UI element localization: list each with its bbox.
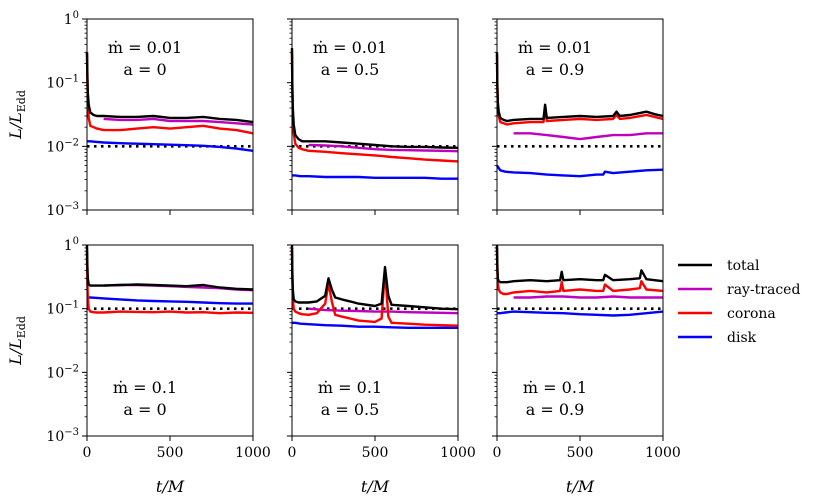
legend-label-raytraced: ray-traced xyxy=(727,282,800,298)
legend: total ray-traced corona disk xyxy=(678,258,800,346)
series-line-disk xyxy=(87,140,254,152)
y-tick-label: 10 xyxy=(64,236,79,254)
panel-p4: 10−3 10−2 10−1 10 0 500 1000 ṁ = 0.1 a = 0 t/M xyxy=(46,236,270,496)
panel-p3: ṁ = 0.01 a = 0.9 xyxy=(492,18,664,215)
x-axis-label: t/M xyxy=(156,477,185,496)
panel-p1: 10−3 10−2 10−1 10 ṁ = 0.01 a = 0 xyxy=(46,10,254,219)
panel-label-mdot: ṁ = 0.01 xyxy=(108,38,182,57)
series-line-corona xyxy=(290,247,459,327)
panel-label-spin: a = 0.9 xyxy=(526,400,585,419)
panel-label-mdot: ṁ = 0.1 xyxy=(318,378,382,397)
series-line-disk xyxy=(497,310,664,317)
series-line-corona xyxy=(495,247,664,296)
y-tick-label: 10 xyxy=(64,10,79,28)
panel-label-mdot: ṁ = 0.1 xyxy=(113,378,177,397)
legend-label-corona: corona xyxy=(727,306,776,322)
legend-label-total: total xyxy=(727,258,760,274)
panel-p6: 0 500 1000 ṁ = 0.1 a = 0.9 t/M xyxy=(492,244,681,496)
x-tick-label: 0 xyxy=(493,445,502,461)
panel-label-mdot: ṁ = 0.01 xyxy=(313,38,387,57)
x-tick-label: 1000 xyxy=(235,445,271,461)
x-axis-label: t/M xyxy=(361,477,390,496)
x-tick-label: 1000 xyxy=(440,445,476,461)
x-axis-label: t/M xyxy=(566,477,595,496)
y-tick-label: 10−3 xyxy=(46,427,79,445)
x-tick-label: 0 xyxy=(83,445,92,461)
series-line-total xyxy=(290,47,459,149)
series-line-total xyxy=(495,244,664,284)
series-line-corona xyxy=(85,52,254,135)
series-line-disk xyxy=(292,174,458,180)
series-line-raytraced xyxy=(103,117,254,126)
panel-label-spin: a = 0.9 xyxy=(526,60,585,79)
x-tick-label: 500 xyxy=(362,445,389,461)
y-tick-label: 10−2 xyxy=(46,363,79,381)
series-line-disk xyxy=(496,164,664,178)
series-line-corona xyxy=(85,251,254,315)
y-tick-label: 10−3 xyxy=(46,201,79,219)
series-line-total xyxy=(85,244,254,291)
panel-p2: ṁ = 0.01 a = 0.5 xyxy=(287,18,459,215)
x-tick-label: 1000 xyxy=(645,445,681,461)
x-tick-label: 500 xyxy=(567,445,594,461)
panel-label-spin: a = 0 xyxy=(123,60,166,79)
series-line-disk xyxy=(87,296,253,305)
y-axis-label: L/LEdd xyxy=(6,90,28,140)
y-tick-label: 10−1 xyxy=(46,300,79,318)
y-tick-label: 10−1 xyxy=(46,74,79,92)
series-line-total xyxy=(495,52,664,123)
panel-label-mdot: ṁ = 0.1 xyxy=(523,378,587,397)
series-line-raytraced xyxy=(308,143,459,153)
series-line-raytraced xyxy=(513,295,663,299)
series-line-total xyxy=(85,52,254,124)
panel-p5: 0 500 1000 ṁ = 0.1 a = 0.5 t/M xyxy=(287,244,476,496)
series-line-total xyxy=(290,244,459,311)
y-tick-label: 10−2 xyxy=(46,137,79,155)
x-tick-label: 0 xyxy=(288,445,297,461)
panel-label-spin: a = 0 xyxy=(123,400,166,419)
axes-frame xyxy=(86,244,254,437)
panel-label-mdot: ṁ = 0.01 xyxy=(518,38,592,57)
series-line-disk xyxy=(292,321,458,329)
series-line-raytraced xyxy=(513,132,663,141)
legend-label-disk: disk xyxy=(727,330,757,346)
panel-label-spin: a = 0.5 xyxy=(321,400,380,419)
panel-label-spin: a = 0.5 xyxy=(321,60,380,79)
y-axis-label: L/LEdd xyxy=(6,316,28,366)
x-tick-label: 500 xyxy=(157,445,184,461)
